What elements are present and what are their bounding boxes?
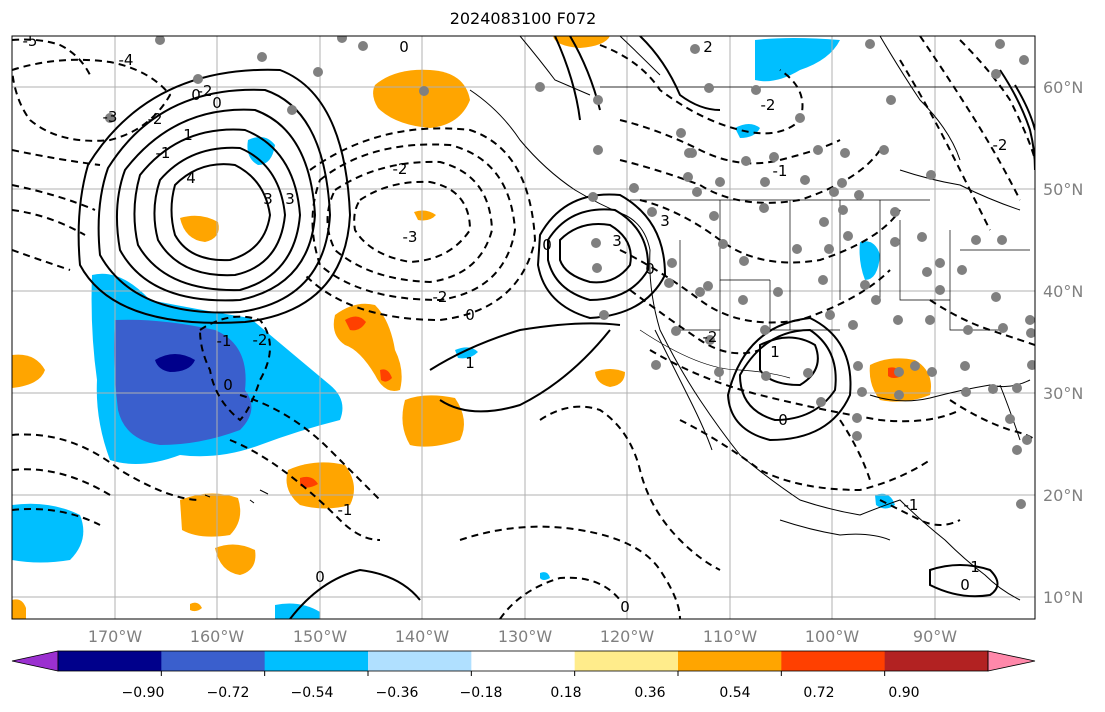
contour-label: -2 [761,96,776,114]
lat-label: 50°N [1043,180,1083,199]
colorbar-tick-label: −0.18 [460,685,503,701]
colorbar-tick-label: −0.36 [376,685,419,701]
colorbar-frame [57,650,989,672]
colorbar-tick-label: 0.90 [888,685,919,701]
contour-labels: 0 -5 -4 -3 -2 -2 -1 0 0 1 3 4 3 3 -2 -3 … [23,32,1008,616]
lon-label: 170°W [88,627,143,646]
contour-label: -1 [904,496,919,514]
coastlines [204,36,1031,601]
lat-label: 20°N [1043,486,1083,505]
contour-label: 3 [285,190,295,208]
contour-label: -5 [23,32,38,50]
contour-label: 0 [645,260,655,278]
contour-label: -2 [703,328,718,346]
contour-label: -2 [253,331,268,349]
contour-label: -3 [103,108,118,126]
colorbar-segment [574,651,679,671]
longitude-labels: 170°W 160°W 150°W 140°W 130°W 120°W 110°… [88,627,957,646]
contour-label: -2 [433,288,448,306]
contour-label: -1 [217,332,232,350]
contour-label: 1 [183,126,193,144]
colorbar-segment [58,651,162,671]
lon-label: 120°W [600,627,655,646]
contour-label: -1 [773,162,788,180]
colorbar-segment [264,651,369,671]
contour-label: 0 [778,411,788,429]
colorbar-tick-label: 0.36 [634,685,665,701]
colorbar-tick-label: −0.54 [291,685,334,701]
colorbar-segment [884,651,989,671]
lat-label: 10°N [1043,588,1083,607]
lon-label: 140°W [395,627,450,646]
contour-label: -1 [338,501,353,519]
colorbar-extend-low [11,650,59,672]
colorbar [11,650,1036,676]
contour-label: 0 [465,306,475,324]
contour-label: 4 [186,169,196,187]
colorbar-segment [678,651,782,671]
contour-label: 3 [612,232,622,250]
map-area: 0 -5 -4 -3 -2 -2 -1 0 0 1 3 4 3 3 -2 -3 … [12,32,1035,619]
contour-label: -2 [393,160,408,178]
lat-label: 30°N [1043,384,1083,403]
station-dots [105,36,1035,509]
contour-label: 1 [465,354,475,372]
colorbar-segment [161,651,266,671]
lon-label: 130°W [498,627,553,646]
lat-label: 40°N [1043,282,1083,301]
contour-label: 1 [770,343,780,361]
contour-label: 0 [191,86,201,104]
anomaly-fill [12,36,931,619]
lon-label: 100°W [805,627,860,646]
contour-label: 0 [542,236,552,254]
contour-label: -1 [156,144,171,162]
map-frame [11,35,1036,620]
contour-label: 3 [660,212,670,230]
colorbar-tick-label: 0.72 [803,685,834,701]
lon-label: 110°W [703,627,758,646]
colorbar-segment [471,651,576,671]
colorbar-segment [781,651,886,671]
contour-label: -3 [403,228,418,246]
lat-label: 60°N [1043,78,1083,97]
contour-label: -2 [993,136,1008,154]
contour-label: 0 [399,38,409,56]
contour-label: 2 [703,38,713,56]
contour-label: 0 [223,376,233,394]
contour-label: 3 [263,190,273,208]
colorbar-tick-label: 0.54 [719,685,750,701]
colorbar-tick-label: −0.90 [122,685,165,701]
map-title: 2024083100 F072 [449,9,597,28]
colorbar-tick-labels: −0.90 −0.72 −0.54 −0.36 −0.18 0.18 0.36 … [122,685,920,701]
contour-label: -2 [198,82,213,100]
negative-contours [12,36,1035,619]
colorbar-tick-label: −0.72 [207,685,250,701]
lon-label: 160°W [190,627,245,646]
contour-label: 0 [212,94,222,112]
colorbar-segment [368,651,472,671]
contour-label: -4 [119,51,134,69]
lon-label: 90°W [913,627,957,646]
contour-label: 1 [970,558,980,576]
contour-label: 0 [315,568,325,586]
latitude-labels: 60°N 50°N 40°N 30°N 20°N 10°N [1043,78,1083,607]
contour-label: 0 [960,576,970,594]
colorbar-extend-high [987,650,1036,672]
contour-label: 0 [620,598,630,616]
contour-label: -2 [148,110,163,128]
lon-label: 150°W [293,627,348,646]
colorbar-tick-label: 0.18 [550,685,581,701]
